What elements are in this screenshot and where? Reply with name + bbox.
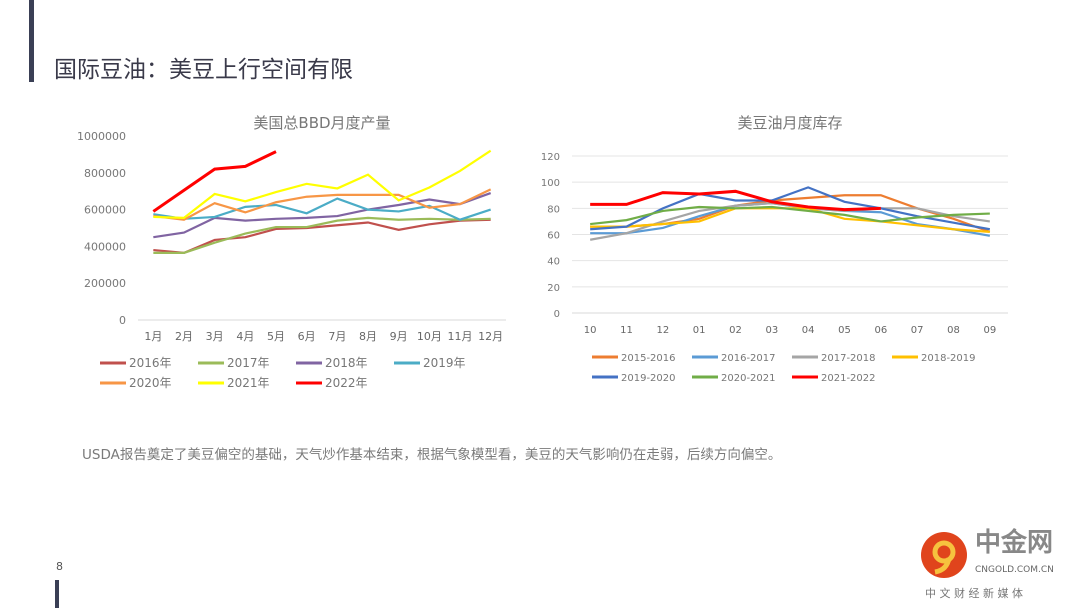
legend-label: 2020年	[129, 376, 172, 390]
x-tick-label: 06	[874, 325, 887, 336]
x-tick-label: 04	[802, 325, 815, 336]
y-tick-label: 40	[547, 257, 560, 268]
legend-label: 2017年	[227, 356, 270, 370]
x-tick-label: 3月	[206, 330, 224, 343]
y-tick-label: 60	[547, 231, 560, 242]
logo-name: 中金网	[975, 528, 1054, 558]
x-tick-label: 1月	[144, 330, 162, 343]
chart-title: 美国总BBD月度产量	[253, 114, 390, 132]
x-tick-label: 01	[693, 325, 706, 336]
legend-label: 2020-2021	[721, 373, 776, 384]
x-tick-label: 11	[620, 325, 633, 336]
y-tick-label: 400000	[84, 240, 126, 253]
soyoil-stock-chart: 美豆油月度库存 0 20 40 60 80 100 120 10 11 12 01 02 03 04 05 06…	[541, 114, 1008, 384]
legend-label: 2018-2019	[921, 353, 976, 364]
legend-label: 2019-2020	[621, 373, 676, 384]
y-tick-label: 20	[547, 283, 560, 294]
slide-caption: USDA报告奠定了美豆偏空的基础，天气炒作基本结束，根据气象模型看，美豆的天气影…	[82, 447, 782, 463]
x-tick-label: 4月	[236, 330, 254, 343]
x-tick-label: 8月	[359, 330, 377, 343]
series-line-2022年	[152, 150, 277, 213]
x-tick-label: 08	[947, 325, 960, 336]
x-tick-label: 11月	[448, 330, 473, 343]
x-tick-label: 10月	[417, 330, 442, 343]
y-tick-label: 200000	[84, 277, 126, 290]
page-number: 8	[56, 560, 63, 573]
x-tick-label: 03	[765, 325, 778, 336]
bbd-production-chart: 美国总BBD月度产量 0 200000 400000 600000 800000 10000…	[77, 114, 506, 390]
series-line-2021-2022	[590, 189, 881, 212]
y-tick-label: 0	[119, 314, 126, 327]
series-line-2017年	[153, 216, 491, 254]
series-line-2020-2021	[590, 205, 990, 226]
legend-label: 2016年	[129, 356, 172, 370]
series-line-2016年	[153, 218, 491, 254]
legend-label: 2021-2022	[821, 373, 876, 384]
legend-label: 2022年	[325, 376, 368, 390]
logo-domain: CNGOLD.COM.CN	[975, 565, 1054, 575]
series-line-2021年	[153, 149, 492, 219]
y-tick-label: 120	[541, 152, 560, 163]
x-tick-label: 5月	[267, 330, 285, 343]
legend-label: 2021年	[227, 376, 270, 390]
x-tick-label: 12	[656, 325, 669, 336]
legend-label: 2019年	[423, 356, 466, 370]
accent-bar-bottom	[55, 580, 59, 608]
y-tick-label: 100	[541, 178, 560, 189]
x-tick-label: 09	[983, 325, 996, 336]
y-tick-label: 800000	[84, 167, 126, 180]
x-tick-label: 05	[838, 325, 851, 336]
x-tick-label: 2月	[175, 330, 193, 343]
y-tick-label: 80	[547, 204, 560, 215]
x-tick-label: 10	[584, 325, 597, 336]
x-tick-label: 7月	[328, 330, 346, 343]
accent-bar-top	[29, 0, 34, 82]
legend-label: 2015-2016	[621, 353, 676, 364]
legend-label: 2016-2017	[721, 353, 776, 364]
slide-title: 国际豆油：美豆上行空间有限	[54, 57, 353, 83]
y-tick-label: 600000	[84, 204, 126, 217]
chart-title: 美豆油月度库存	[737, 114, 842, 132]
logo-emblem-icon	[921, 532, 967, 578]
x-tick-label: 9月	[390, 330, 408, 343]
y-tick-label: 1000000	[77, 130, 126, 143]
series-line-2018年	[153, 192, 492, 239]
logo-tagline: 中 文 财 经 新 媒 体	[925, 587, 1023, 600]
series-line-2020年	[153, 188, 492, 221]
legend-label: 2018年	[325, 356, 368, 370]
y-tick-label: 0	[554, 309, 560, 320]
cngold-logo: 中金网 CNGOLD.COM.CN 中 文 财 经 新 媒 体	[905, 528, 1077, 606]
x-tick-label: 07	[911, 325, 924, 336]
x-tick-label: 12月	[478, 330, 503, 343]
x-tick-label: 02	[729, 325, 742, 336]
x-tick-label: 6月	[298, 330, 316, 343]
legend-label: 2017-2018	[821, 353, 876, 364]
